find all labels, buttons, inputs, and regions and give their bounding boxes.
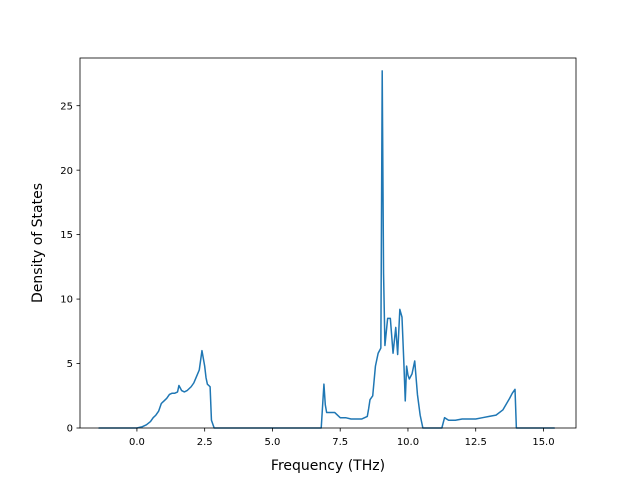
axes-layer xyxy=(79,57,577,429)
axes-frame xyxy=(79,57,577,429)
x-tick-label: 7.5 xyxy=(332,437,348,448)
x-tick-label: 5.0 xyxy=(264,437,280,448)
y-tick-label: 5 xyxy=(67,359,73,370)
y-tick-label: 0 xyxy=(67,424,73,435)
y-axis-ticks: 0 5 10 15 20 25 xyxy=(60,101,80,435)
x-axis-title: Frequency (THz) xyxy=(271,458,385,474)
y-tick-label: 20 xyxy=(60,166,73,177)
plot-area xyxy=(80,58,576,428)
x-tick-label: 12.5 xyxy=(465,437,487,448)
x-tick-label: 2.5 xyxy=(197,437,213,448)
y-axis-title: Density of States xyxy=(30,183,46,303)
x-tick-label: 10.0 xyxy=(397,437,419,448)
y-tick-label: 10 xyxy=(60,295,73,306)
y-tick-label: 25 xyxy=(60,101,73,112)
x-tick-label: 15.0 xyxy=(532,437,554,448)
x-tick-label: 0.0 xyxy=(129,437,145,448)
x-axis-ticks: 0.0 2.5 5.0 7.5 10.0 12.5 15.0 xyxy=(129,428,555,448)
y-tick-label: 15 xyxy=(60,230,73,241)
